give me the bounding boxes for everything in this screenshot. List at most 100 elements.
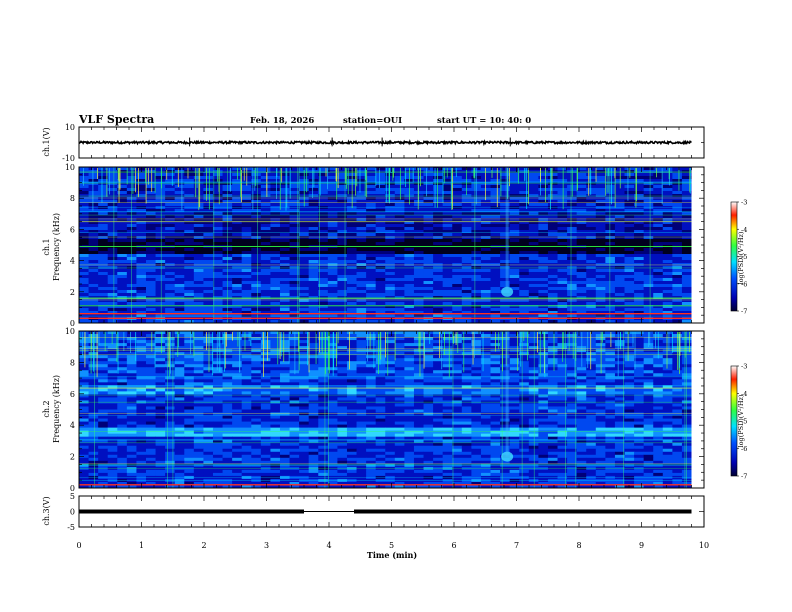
ch1-spectrogram-cell [672,215,683,219]
ch2-spectrogram-cell [241,385,252,389]
ch1-spectrogram-cell [471,305,482,309]
ch2-spectrogram-cell [471,373,482,377]
ch1-spectrogram-cell [404,305,415,309]
ch1-spectrogram-cell [260,302,271,306]
ch1-spectrogram-cell [184,236,195,240]
ch1-spectrogram-cell [605,239,616,243]
ch2-spectrogram-cell [241,382,252,386]
ch1-spectrogram-cell [528,167,539,171]
ch1-spectrogram-cell [184,314,195,318]
ch1-spectrogram-cell [394,272,405,276]
ch2-spectrogram-cell [547,334,558,338]
ch1-spectrogram-cell [538,215,549,219]
ch1-spectrogram-cell [107,224,118,228]
ch1-spectrogram-cell [203,203,214,207]
ch2-spectrogram-cell [538,364,549,368]
ch1-spectrogram-cell [270,236,281,240]
ch1-spectrogram-cell [270,272,281,276]
ch2-spectrogram-cell [509,379,520,383]
ch2-spectrogram-cell [624,346,635,350]
ch1-spectrogram-cell [519,311,530,315]
ch1-spectrogram-cell [212,200,223,204]
ch1-spectrogram-cell [433,227,444,231]
ch1-spectrogram-cell [519,173,530,177]
ch2-spectrogram-cell [356,379,367,383]
ch1-spectrogram-cell [174,218,185,222]
ch1-spectrogram-cell [567,278,578,282]
ch1-spectrogram-cell [452,221,463,225]
ch1-spectrogram-cell [509,197,520,201]
ch1-spectrogram-cell [586,260,597,264]
ch1-spectrogram-cell [576,197,587,201]
ch1-spectrogram-cell [289,203,300,207]
ch1-spectrogram-cell [624,230,635,234]
ch2-spectrogram-cell [232,358,243,362]
ch1-spectrogram-cell [155,230,166,234]
ch1-spectrogram-cell [203,320,214,324]
ch2-spectrogram-cell [385,358,396,362]
ch2-spectrogram-cell [126,334,137,338]
ch1-spectrogram-cell [260,167,271,171]
ch1-spectrogram-cell [394,200,405,204]
ch1-spectrogram-cell [452,314,463,318]
ch2-spectrogram-cell [356,382,367,386]
ch1-spectrogram-cell [318,272,329,276]
ch1-spectrogram-cell [681,218,692,222]
ch1-spectrogram-cell [595,302,606,306]
ch1-spectrogram-cell [145,269,156,273]
ch2-spectrogram-cell [212,382,223,386]
ch1-spectrogram-cell [212,182,223,186]
ch2-spectrogram-cell [509,361,520,365]
ch2-spectrogram-cell [567,376,578,380]
ch2-spectrogram-cell [126,373,137,377]
ch1-spectrogram-cell [193,248,204,252]
ch1-spectrogram-cell [318,302,329,306]
ch1-spectrogram-cell [672,251,683,255]
ch1-spectrogram-cell [461,287,472,291]
ch1-spectrogram-cell [165,173,176,177]
ch1-spectrogram-cell [318,203,329,207]
ch1-spectrogram-cell [509,182,520,186]
ch2-spectrogram-cell [500,379,511,383]
ch1-spectrogram-cell [452,215,463,219]
ch1-spectrogram-cell [471,275,482,279]
ch2-spectrogram-cell [136,358,147,362]
ch1-spectrogram-cell [394,320,405,324]
ch1-spectrogram-cell [155,203,166,207]
ch2-spectrogram-cell [433,364,444,368]
ch1-spectrogram-cell [643,260,654,264]
ch1-spectrogram-cell [413,215,424,219]
ch1-spectrogram-cell [547,200,558,204]
ch1-spectrogram-cell [643,275,654,279]
ch1-spectrogram-cell [528,257,539,261]
ch1-spectrogram-cell [423,167,434,171]
ch1-spectrogram-cell [385,221,396,225]
ch2-spectrogram-cell [346,334,357,338]
ch1-spectrogram-cell [576,275,587,279]
ch1-spectrogram-cell [500,233,511,237]
ch1-spectrogram-cell [126,311,137,315]
ch2-spectrogram-cell [98,367,109,371]
ch1-spectrogram-cell [145,191,156,195]
ch1-spectrogram-cell [547,275,558,279]
ch1-spectrogram-cell [423,299,434,303]
ch1-spectrogram-cell [260,242,271,246]
ch2-spectrogram-cell [461,373,472,377]
ch1-spectrogram-cell [385,203,396,207]
ch1-spectrogram-cell [567,221,578,225]
ch1-spectrogram-cell [500,278,511,282]
ch1-spectrogram-cell [270,314,281,318]
ch1-spectrogram-cell [193,320,204,324]
ch2-spectrogram-cell [471,385,482,389]
ch1-spectrogram-cell [203,236,214,240]
ch1-spectrogram-cell [260,251,271,255]
ch2-spectrogram-cell [471,364,482,368]
ch1-spectrogram-cell [662,203,673,207]
ch1-spectrogram-cell [270,299,281,303]
ch1-spectrogram-cell [653,188,664,192]
ch1-spectrogram-cell [662,233,673,237]
ch1-spectrogram-cell [672,275,683,279]
ch1-spectrogram-cell [375,311,386,315]
ch1-spectrogram-cell [184,239,195,243]
